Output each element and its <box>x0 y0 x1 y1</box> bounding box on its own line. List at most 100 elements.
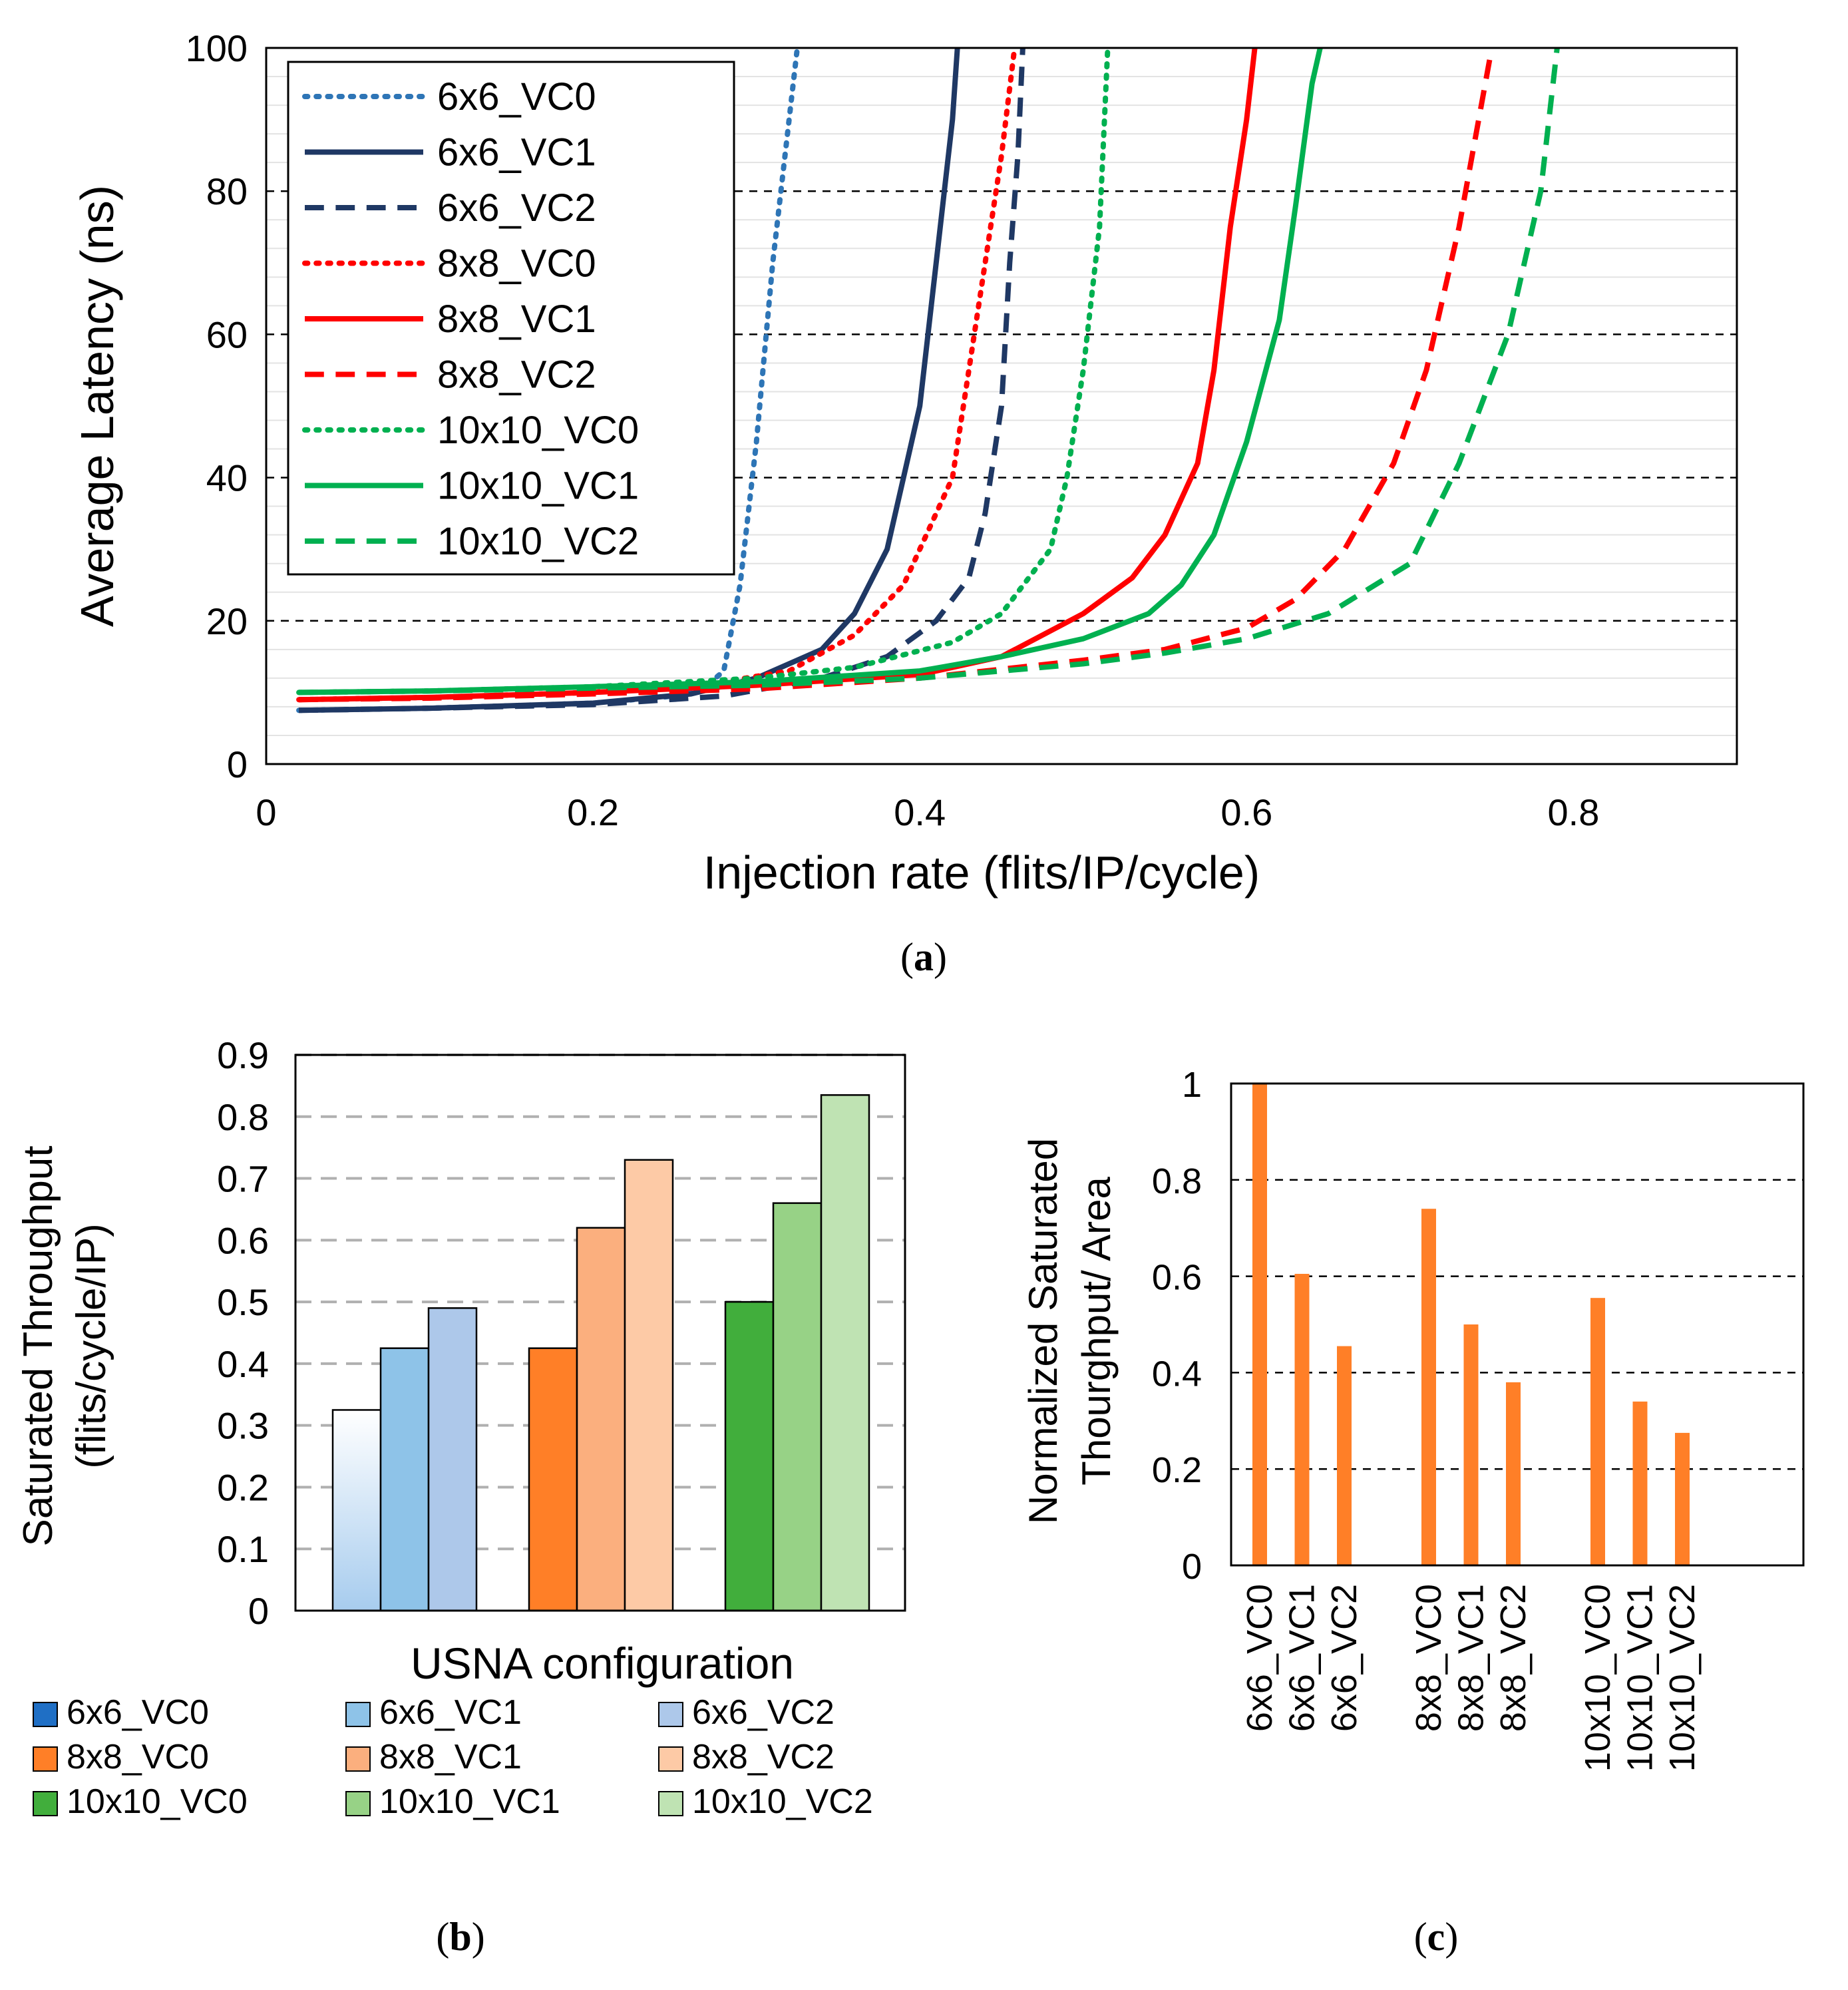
x-tick-label: 0.4 <box>894 791 946 833</box>
bar-8x8_VC1 <box>576 1227 626 1612</box>
y-tick-label: 0 <box>1182 1547 1202 1587</box>
x-tick-label: 0 <box>256 791 276 833</box>
y-tick-label: 0.6 <box>217 1219 269 1261</box>
y-tick-label: 0.1 <box>217 1528 269 1570</box>
x-axis-label: Injection rate (flits/IP/cycle) <box>703 847 1260 898</box>
y-tick-label: 20 <box>206 600 248 642</box>
legend-label: 10x10_VC1 <box>437 465 639 508</box>
legend-swatch-6x6_VC1 <box>345 1702 371 1727</box>
legend-swatch-10x10_VC2 <box>658 1791 683 1816</box>
bar-6x6_VC1 <box>1294 1273 1310 1565</box>
legend-label: 6x6_VC1 <box>437 131 596 174</box>
bar-10x10_VC1 <box>772 1202 823 1612</box>
bar-8x8_VC1 <box>1463 1324 1479 1565</box>
series-line-6x6_VC0 <box>296 48 801 713</box>
panel-label-open: ( <box>900 935 914 979</box>
y-axis-label-line2: (flits/cycle/IP) <box>69 1223 114 1469</box>
bar-8x8_VC2 <box>624 1159 674 1612</box>
y-tick-label: 0.2 <box>217 1466 269 1508</box>
panel-label: (b) <box>436 1915 484 1959</box>
panel-label-close: ) <box>472 1915 485 1959</box>
legend-label: 10x10_VC2 <box>437 520 639 563</box>
legend-label: 6x6_VC1 <box>379 1693 522 1732</box>
legend: 6x6_VC0 6x6_VC1 6x6_VC2 8x8_VC0 8x8_VC1 8x8_V… <box>287 61 735 576</box>
legend-label: 6x6_VC2 <box>692 1693 834 1732</box>
panel-label-open: ( <box>1414 1915 1427 1959</box>
legend-label: 8x8_VC0 <box>437 242 596 286</box>
legend-label: 8x8_VC2 <box>692 1738 834 1776</box>
panel-label-close: ) <box>934 935 947 979</box>
legend-swatch-8x8_VC1 <box>345 1746 371 1772</box>
bar-8x8_VC0 <box>528 1347 578 1612</box>
y-tick-label: 0.2 <box>1152 1450 1202 1490</box>
x-tick-label: 6x6_VC2 <box>1324 1584 1364 1732</box>
bar-6x6_VC2 <box>1337 1346 1352 1565</box>
legend-swatch-8x8_VC2 <box>658 1746 683 1772</box>
bar-10x10_VC1 <box>1632 1401 1648 1565</box>
legend-swatch-8x8_VC0 <box>33 1746 58 1772</box>
legend: 6x6_VC0 6x6_VC1 6x6_VC2 8x8_VC0 8x8_VC1 8x8_V… <box>33 1693 873 1821</box>
legend-label: 8x8_VC1 <box>379 1738 522 1776</box>
y-tick-label: 0.4 <box>217 1343 269 1385</box>
y-axis-label: Average Latency (ns) <box>71 185 123 627</box>
bar-6x6_VC1 <box>379 1347 430 1612</box>
y-tick-label: 0.9 <box>217 1034 269 1076</box>
legend-label: 6x6_VC0 <box>437 75 596 118</box>
panel-a-line-chart: 0 20 40 60 80 100 0 0.2 0.4 0.6 0.8 Injection rate … <box>71 27 1738 979</box>
y-axis-label-line1: Normalized Saturated <box>1021 1138 1065 1524</box>
series-group <box>296 48 1560 713</box>
panel-label-open: ( <box>436 1915 449 1959</box>
bar-8x8_VC2 <box>1506 1382 1521 1565</box>
x-tick-label: 10x10_VC2 <box>1662 1584 1702 1772</box>
y-tick-label: 60 <box>206 313 248 355</box>
legend-swatch-6x6_VC0 <box>33 1702 58 1727</box>
y-tick-label: 0.6 <box>1152 1258 1202 1298</box>
bar-10x10_VC2 <box>1675 1432 1690 1565</box>
bar-6x6_VC0 <box>331 1409 382 1612</box>
x-tick-label: 8x8_VC2 <box>1493 1584 1533 1732</box>
legend-swatch-10x10_VC0 <box>33 1791 58 1816</box>
legend-label: 10x10_VC0 <box>437 409 639 452</box>
plot-frame <box>265 47 1738 765</box>
bar-10x10_VC0 <box>1590 1298 1605 1565</box>
panel-label-letter: a <box>914 935 934 979</box>
legend-label: 6x6_VC2 <box>437 186 596 230</box>
panel-b-bar-chart: 0 0.1 0.2 0.3 0.4 0.5 0.6 0.7 0.8 0.9 Saturated Th… <box>15 1034 906 1959</box>
y-axis-label-line2: Thourghput/ Area <box>1074 1177 1119 1486</box>
bar-10x10_VC2 <box>820 1094 870 1612</box>
panel-label-letter: b <box>449 1915 471 1959</box>
series-line-6x6_VC2 <box>299 48 1025 713</box>
x-tick-label: 10x10_VC0 <box>1578 1584 1618 1772</box>
x-tick-label: 0.6 <box>1220 791 1272 833</box>
x-tick-label: 0.8 <box>1548 791 1600 833</box>
bar-6x6_VC2 <box>427 1307 478 1612</box>
x-axis-label: USNA configuration <box>411 1639 794 1688</box>
x-tick-label: 0.2 <box>567 791 619 833</box>
bar-10x10_VC0 <box>724 1300 775 1612</box>
y-tick-label: 0.5 <box>217 1281 269 1323</box>
panel-label-close: ) <box>1445 1915 1458 1959</box>
panel-c-bar-chart: 0 0.2 0.4 0.6 0.8 1 6x6_VC0 6x6_VC1 6x6_VC2 8x8_V… <box>1021 1065 1805 1959</box>
legend-label: 10x10_VC1 <box>379 1782 560 1821</box>
x-tick-label: 8x8_VC0 <box>1409 1584 1449 1732</box>
y-tick-label: 0.4 <box>1152 1354 1202 1394</box>
legend-label: 10x10_VC2 <box>692 1782 873 1821</box>
y-tick-label: 0.8 <box>217 1096 269 1138</box>
legend-label: 8x8_VC1 <box>437 298 596 341</box>
y-tick-label: 40 <box>206 457 248 499</box>
series-line-10x10_VC2 <box>299 48 1560 696</box>
legend-label: 6x6_VC0 <box>67 1693 209 1732</box>
x-tick-label: 6x6_VC0 <box>1240 1584 1280 1732</box>
y-tick-label: 1 <box>1182 1065 1202 1105</box>
legend-swatch-6x6_VC2 <box>658 1702 683 1727</box>
y-axis-label-line1: Saturated Throughput <box>15 1145 61 1546</box>
y-tick-label: 0 <box>227 743 248 785</box>
legend-swatch-10x10_VC1 <box>345 1791 371 1816</box>
y-tick-label: 0 <box>248 1590 269 1632</box>
y-tick-label: 0.3 <box>217 1405 269 1447</box>
panel-label: (a) <box>900 935 947 979</box>
x-tick-label: 10x10_VC1 <box>1620 1584 1660 1772</box>
y-tick-label: 80 <box>206 170 248 212</box>
panel-label: (c) <box>1414 1915 1459 1959</box>
